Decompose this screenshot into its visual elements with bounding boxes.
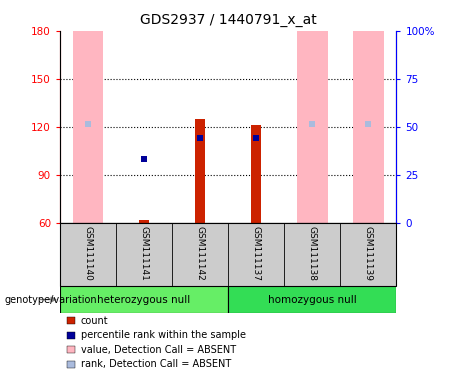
Text: GSM111142: GSM111142 — [195, 226, 205, 281]
Bar — [353, 31, 384, 223]
Bar — [195, 119, 205, 223]
Text: heterozygous null: heterozygous null — [97, 295, 191, 305]
Text: rank, Detection Call = ABSENT: rank, Detection Call = ABSENT — [81, 359, 231, 369]
Text: GSM111137: GSM111137 — [252, 226, 261, 281]
Bar — [251, 125, 261, 223]
Bar — [60, 286, 228, 313]
Text: GSM111141: GSM111141 — [140, 226, 148, 281]
Bar — [228, 286, 396, 313]
Bar — [72, 31, 103, 223]
Text: GSM111138: GSM111138 — [308, 226, 317, 281]
Text: GSM111139: GSM111139 — [364, 226, 373, 281]
Text: genotype/variation: genotype/variation — [5, 295, 97, 305]
Text: GSM111140: GSM111140 — [83, 226, 93, 281]
Text: count: count — [81, 316, 108, 326]
Title: GDS2937 / 1440791_x_at: GDS2937 / 1440791_x_at — [140, 13, 317, 27]
Text: percentile rank within the sample: percentile rank within the sample — [81, 330, 246, 340]
Bar — [297, 31, 328, 223]
Text: value, Detection Call = ABSENT: value, Detection Call = ABSENT — [81, 345, 236, 355]
Text: homozygous null: homozygous null — [268, 295, 357, 305]
Bar — [139, 220, 149, 223]
